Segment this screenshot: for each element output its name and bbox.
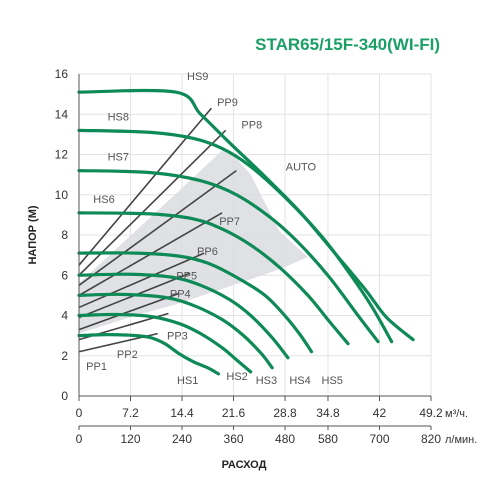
- curve-label-hs7: HS7: [108, 152, 129, 164]
- curve-label-hs5: HS5: [322, 375, 343, 387]
- hs-curve-hs9: [77, 88, 415, 342]
- x-tick-label-lmin: 240: [172, 432, 192, 446]
- y-tick-label: 12: [55, 148, 69, 162]
- curve-label-hs8: HS8: [108, 111, 129, 123]
- curve-label-pp3: PP3: [167, 331, 188, 343]
- pp-line-pp5: [78, 252, 205, 309]
- y-tick-label: 10: [55, 188, 69, 202]
- x-tick-label-m3: 14.4: [170, 406, 194, 420]
- x-tick-label-m3: 28.8: [273, 406, 297, 420]
- curve-label-pp4: PP4: [170, 288, 191, 300]
- x-tick-label-m3: 0: [76, 406, 83, 420]
- curve-label-pp8: PP8: [241, 119, 262, 131]
- x-tick-label-lmin: 820: [421, 432, 441, 446]
- x-tick-label-lmin: 360: [224, 432, 244, 446]
- x-axis-label: РАСХОД: [222, 459, 267, 471]
- pp-line-pp9: [78, 107, 212, 266]
- hs-curve-hs3: [77, 292, 274, 370]
- x-unit-lmin: л/мин.: [445, 434, 477, 446]
- curve-label-auto: AUTO: [286, 162, 317, 174]
- hs-curve-hs4: [77, 272, 290, 360]
- x-tick-label-m3: 49.2: [419, 406, 443, 420]
- y-tick-label: 14: [55, 107, 69, 121]
- y-tick-label: 16: [55, 67, 69, 81]
- curve-label-hs2: HS2: [226, 371, 247, 383]
- auto-band-layer: [79, 150, 308, 334]
- curve-label-pp2: PP2: [117, 349, 138, 361]
- pp-line-pp3: [78, 292, 180, 331]
- hs-curve-hs2: [77, 312, 253, 374]
- auto-band: [79, 150, 308, 334]
- hs-curve-hs6: [77, 211, 350, 346]
- x-tick-label-lmin: 0: [76, 432, 83, 446]
- hs-curve-hs1: [77, 333, 221, 376]
- y-tick-label: 8: [61, 228, 68, 242]
- hs-curves-layer: [77, 88, 415, 376]
- x-tick-label-lmin: 480: [275, 432, 295, 446]
- curve-label-pp1: PP1: [86, 361, 107, 373]
- y-tick-label: 4: [61, 309, 68, 323]
- y-axis-label: НАПОР (М): [27, 205, 39, 264]
- y-tick-label: 6: [61, 268, 68, 282]
- x-tick-label-m3: 34.8: [316, 406, 340, 420]
- y-tick-label: 0: [61, 389, 68, 403]
- chart-title: STAR65/15F-340(WI-FI): [255, 35, 440, 54]
- hs-curve-hs7: [77, 169, 380, 344]
- x-tick-label-lmin: 120: [120, 432, 140, 446]
- x-unit-m3: м³/ч.: [445, 408, 468, 420]
- pp-line-pp8: [78, 129, 227, 276]
- x-tick-label-lmin: 700: [369, 432, 389, 446]
- curve-label-hs6: HS6: [93, 194, 114, 206]
- curve-label-pp5: PP5: [176, 270, 197, 282]
- pp-line-pp7: [78, 169, 237, 286]
- y-tick-label: 2: [61, 349, 68, 363]
- x-tick-label-m3: 21.6: [222, 406, 246, 420]
- hs-curve-hs5: [77, 251, 314, 354]
- curve-label-pp9: PP9: [217, 97, 238, 109]
- axes-layer: 0 2 4 6 8 10 12 14 16 0 7.2 14.4 21.6 28.8 34.8 42 49.2 0…: [55, 67, 443, 446]
- x-tick-label-m3: 42: [373, 406, 387, 420]
- curve-label-hs3: HS3: [256, 375, 277, 387]
- x-tick-label-lmin: 580: [318, 432, 338, 446]
- curve-label-pp7: PP7: [219, 216, 240, 228]
- curve-label-pp6: PP6: [197, 246, 218, 258]
- curve-label-hs9: HS9: [187, 71, 208, 83]
- curve-label-hs4: HS4: [289, 375, 310, 387]
- x-tick-label-m3: 7.2: [122, 406, 139, 420]
- curve-label-hs1: HS1: [177, 375, 198, 387]
